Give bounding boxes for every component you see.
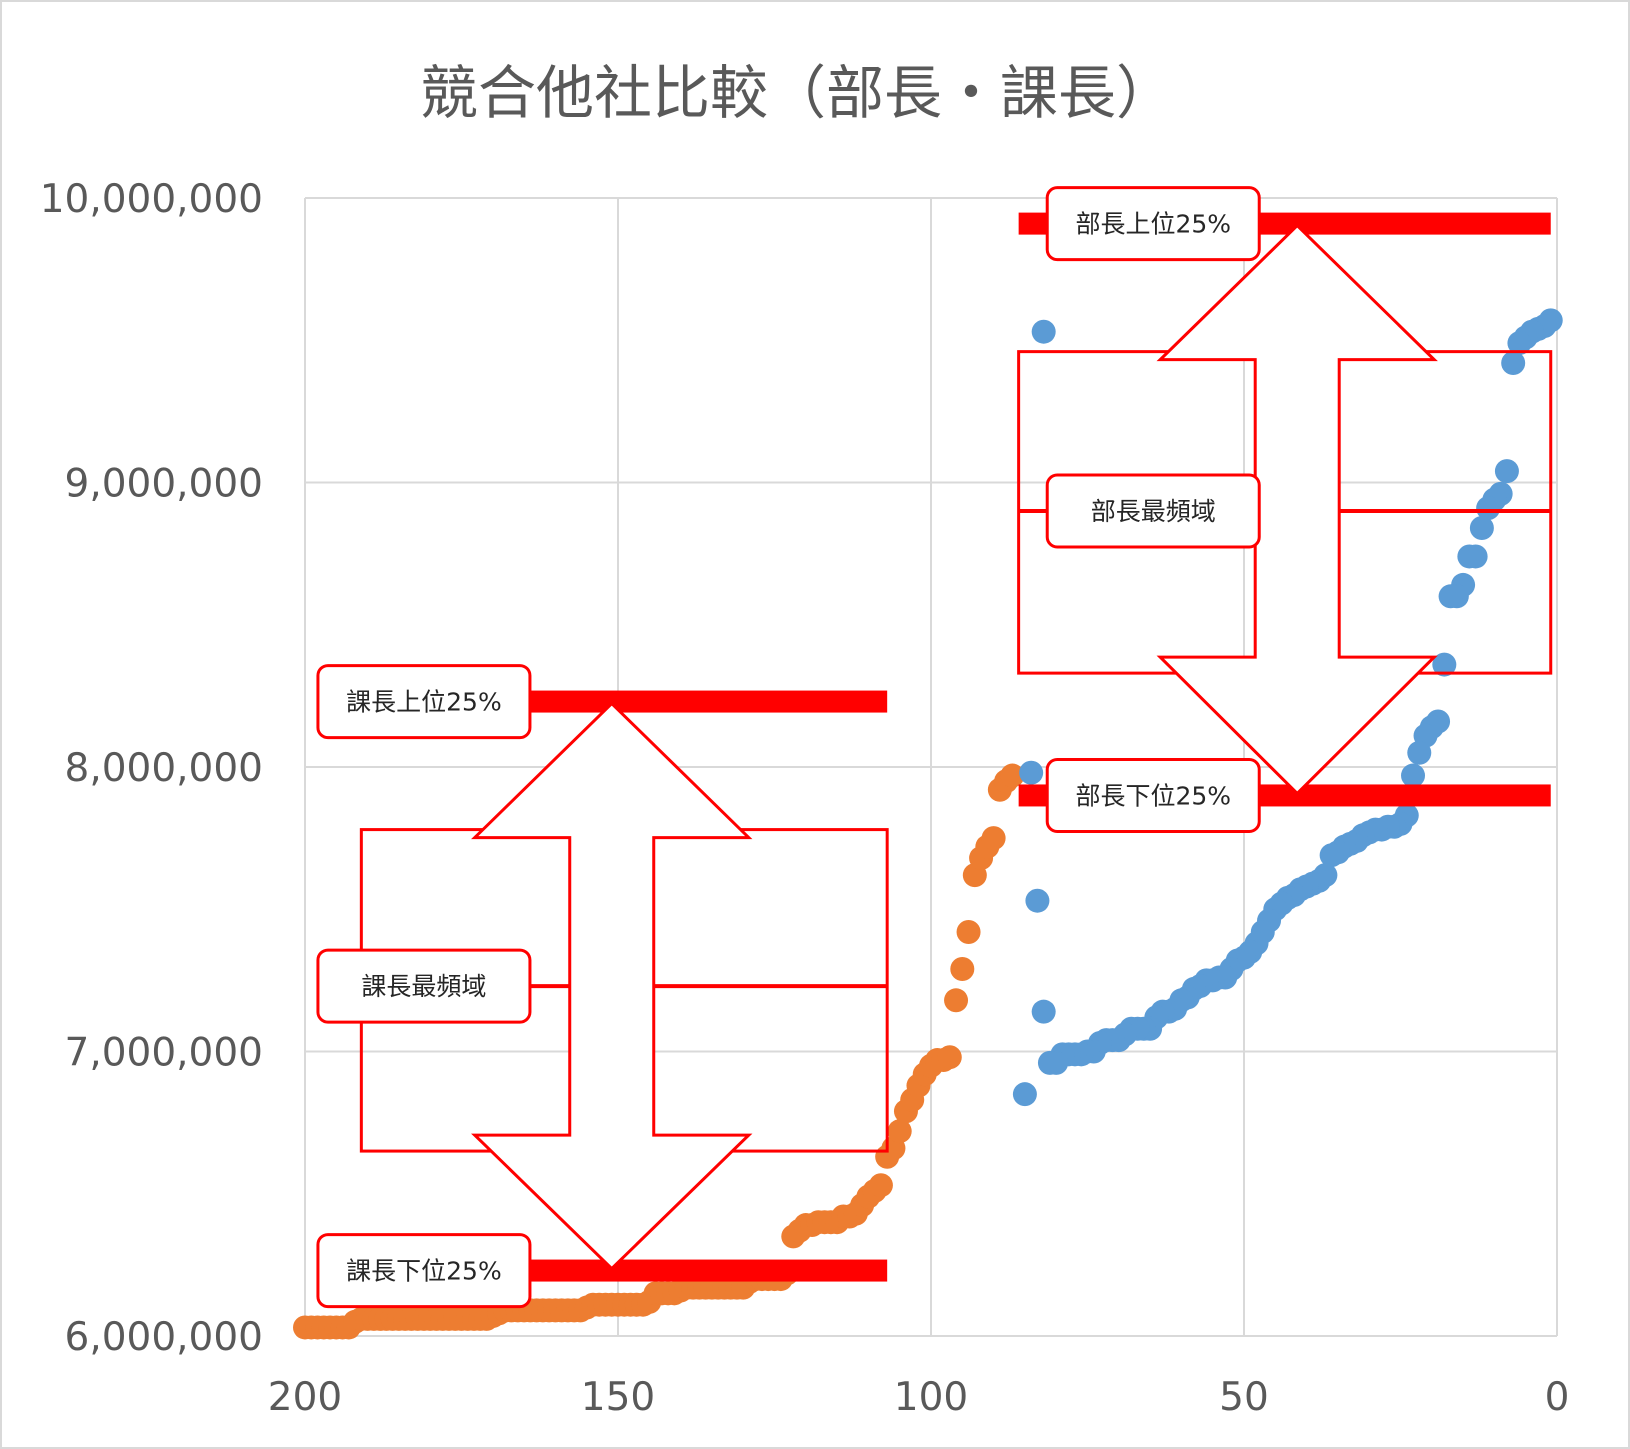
- y-tick-label: 8,000,000: [65, 746, 264, 791]
- kacho-point: [944, 988, 969, 1013]
- kacho-point: [981, 826, 1006, 851]
- bucho-point: [1501, 351, 1526, 376]
- bucho-upper-callout-box: [1045, 186, 1261, 262]
- bucho-point: [1494, 459, 1519, 484]
- chart-title: 競合他社比較（部長・課長）: [420, 59, 1174, 127]
- x-tick-label: 100: [894, 1375, 968, 1420]
- bucho-mode-callout-box: [1045, 473, 1261, 549]
- bucho-upper-callout-label: 部長上位25%: [1075, 210, 1231, 239]
- kacho-mode-callout-box: [316, 948, 532, 1024]
- bucho-series: [1012, 308, 1563, 1107]
- kacho-upper-callout-box: [316, 664, 532, 740]
- bucho-point: [1319, 843, 1344, 868]
- grid: [304, 197, 1558, 1337]
- kacho-point: [1000, 763, 1025, 788]
- y-tick-label: 10,000,000: [40, 177, 263, 222]
- kacho-point: [887, 1119, 912, 1144]
- bucho-point: [1031, 999, 1056, 1024]
- bucho-point: [1507, 331, 1532, 356]
- kacho-upper-callout-label: 課長上位25%: [346, 688, 502, 717]
- bucho-lower-callout-label: 部長下位25%: [1075, 781, 1231, 810]
- y-tick-label: 9,000,000: [65, 462, 264, 507]
- kacho-lower-callout-box: [316, 1233, 532, 1309]
- kacho-lower-callout-label: 課長下位25%: [346, 1257, 502, 1286]
- bucho-point: [1457, 544, 1482, 569]
- bucho-point: [1401, 763, 1426, 788]
- kacho-point: [868, 1173, 893, 1198]
- bucho-double-arrow: [1156, 223, 1438, 796]
- bucho-point: [1025, 888, 1050, 913]
- bucho-point: [1031, 319, 1056, 344]
- kacho-point: [956, 920, 981, 945]
- bucho-point: [1438, 584, 1463, 609]
- kacho-series: [293, 763, 1025, 1340]
- kacho-point: [950, 956, 975, 981]
- y-tick-label: 6,000,000: [65, 1315, 264, 1360]
- bucho-mode-callout-label: 部長最頻域: [1091, 497, 1216, 526]
- bucho-point: [1037, 1050, 1062, 1075]
- bucho-point: [1012, 1082, 1037, 1107]
- x-tick-label: 50: [1219, 1375, 1269, 1420]
- x-tick-label: 0: [1545, 1375, 1570, 1420]
- kacho-point: [937, 1045, 962, 1070]
- bucho-point: [1019, 760, 1044, 785]
- bucho-point: [1476, 496, 1501, 521]
- kacho-mode-callout-label: 課長最頻域: [361, 972, 486, 1001]
- x-tick-label: 200: [268, 1375, 342, 1420]
- bucho-point: [1432, 652, 1457, 677]
- kacho-double-arrow: [471, 701, 753, 1271]
- bucho-point: [1407, 740, 1432, 765]
- x-tick-label: 150: [581, 1375, 655, 1420]
- bucho-lower-callout-box: [1045, 757, 1261, 833]
- axis-ticks: 6,000,000 7,000,000 8,000,000 9,000,000 10,0…: [40, 177, 1570, 1420]
- y-tick-label: 7,000,000: [65, 1031, 264, 1076]
- bucho-point: [1469, 516, 1494, 541]
